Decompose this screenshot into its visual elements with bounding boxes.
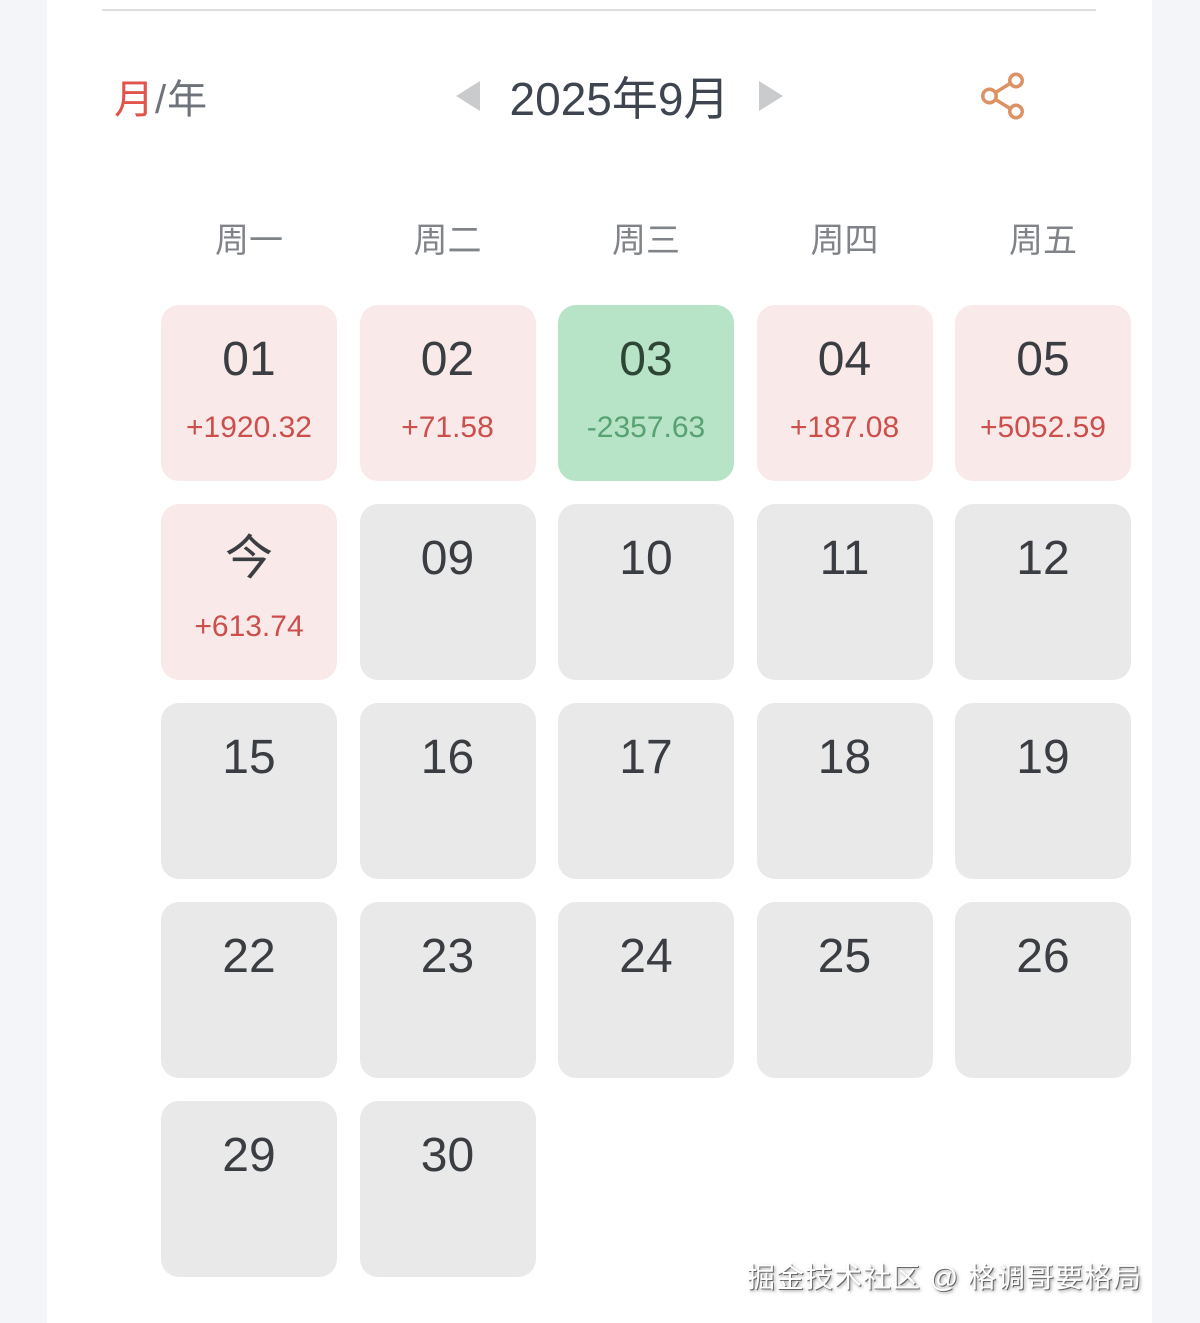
- weekday-label: 周一: [215, 221, 283, 260]
- calendar-cell-11[interactable]: 11: [756, 504, 933, 680]
- calendar-card: 月/年 2025年9月 周一 周二 周三 周四 周五 01 +1920.32 02 +71.5…: [47, 0, 1152, 1323]
- pnl-amount: +71.58: [401, 411, 494, 445]
- calendar-cell-30[interactable]: 30: [359, 1101, 536, 1277]
- share-button[interactable]: [979, 70, 1029, 122]
- day-number: 03: [619, 333, 673, 386]
- current-month-title: 2025年9月: [509, 73, 730, 125]
- calendar-cell-04[interactable]: 04 +187.08: [756, 305, 933, 481]
- day-number: 01: [222, 333, 276, 386]
- pnl-amount: -2357.63: [586, 411, 706, 445]
- day-number: 04: [817, 333, 872, 386]
- calendar-cell-today[interactable]: 今 +613.74: [161, 504, 337, 680]
- calendar-cell-29[interactable]: 29: [161, 1101, 337, 1277]
- share-icon: [981, 72, 1024, 120]
- calendar-cell-10[interactable]: 10: [558, 504, 734, 680]
- day-number: 10: [619, 532, 673, 585]
- weekday-label: 周二: [413, 221, 482, 260]
- empty-cell: [955, 1101, 1131, 1277]
- calendar-cell-17[interactable]: 17: [558, 703, 734, 879]
- top-divider: [102, 9, 1096, 11]
- calendar-header: 月/年 2025年9月: [47, 58, 1152, 134]
- weekday-label: 周四: [810, 221, 879, 260]
- day-number: 30: [420, 1129, 475, 1182]
- calendar-cell-22[interactable]: 22: [161, 902, 337, 1078]
- pnl-amount: +613.74: [194, 610, 304, 644]
- day-number: 12: [1016, 532, 1070, 585]
- calendar-cell-24[interactable]: 24: [558, 902, 734, 1078]
- pnl-amount: +1920.32: [186, 411, 312, 445]
- calendar-cell-12[interactable]: 12: [955, 504, 1131, 680]
- day-number: 18: [817, 731, 872, 784]
- calendar-cell-23[interactable]: 23: [359, 902, 536, 1078]
- calendar-cell-26[interactable]: 26: [955, 902, 1131, 1078]
- weekday-header-row: 周一 周二 周三 周四 周五: [161, 210, 1131, 264]
- day-number: 19: [1016, 731, 1070, 784]
- day-number: 29: [222, 1129, 276, 1182]
- pnl-amount: +187.08: [789, 411, 900, 445]
- day-number: 今: [224, 532, 273, 585]
- day-number: 02: [420, 333, 475, 386]
- calendar-cell-02[interactable]: 02 +71.58: [359, 305, 536, 481]
- month-view-toggle[interactable]: 月: [114, 78, 155, 122]
- calendar-cell-16[interactable]: 16: [359, 703, 536, 879]
- weekday-label: 周五: [1009, 221, 1077, 260]
- day-number: 05: [1016, 333, 1070, 386]
- year-view-toggle[interactable]: 年: [167, 78, 209, 122]
- month-navigation: 2025年9月: [87, 63, 1152, 129]
- calendar-cell-01[interactable]: 01 +1920.32: [161, 305, 337, 481]
- day-number: 11: [819, 532, 870, 585]
- calendar-cell-05[interactable]: 05 +5052.59: [955, 305, 1131, 481]
- calendar-cell-18[interactable]: 18: [756, 703, 933, 879]
- watermark: 掘金技术社区 @ 格调哥要格局: [747, 1262, 1142, 1293]
- day-number: 23: [420, 930, 475, 983]
- day-number: 15: [222, 731, 276, 784]
- day-number: 09: [420, 532, 475, 585]
- day-number: 22: [222, 930, 276, 983]
- weekday-label: 周三: [612, 221, 680, 260]
- calendar-cell-25[interactable]: 25: [756, 902, 933, 1078]
- calendar-cell-15[interactable]: 15: [161, 703, 337, 879]
- calendar-grid: 01 +1920.32 02 +71.58 03 -2357.63 04 +187.08 05 +…: [161, 305, 1131, 1277]
- calendar-cell-03[interactable]: 03 -2357.63: [558, 305, 734, 481]
- pnl-amount: +5052.59: [980, 411, 1106, 445]
- day-number: 25: [817, 930, 872, 983]
- calendar-cell-19[interactable]: 19: [955, 703, 1131, 879]
- day-number: 16: [420, 731, 475, 784]
- empty-cell: [757, 1101, 933, 1277]
- day-number: 26: [1016, 930, 1070, 983]
- view-switcher-separator: /: [155, 78, 168, 122]
- view-switcher[interactable]: 月/年: [114, 67, 208, 125]
- calendar-cell-09[interactable]: 09: [359, 504, 536, 680]
- empty-cell: [558, 1101, 734, 1277]
- next-month-button[interactable]: [759, 81, 784, 111]
- prev-month-button[interactable]: [455, 81, 480, 111]
- day-number: 24: [619, 930, 673, 983]
- day-number: 17: [619, 731, 673, 784]
